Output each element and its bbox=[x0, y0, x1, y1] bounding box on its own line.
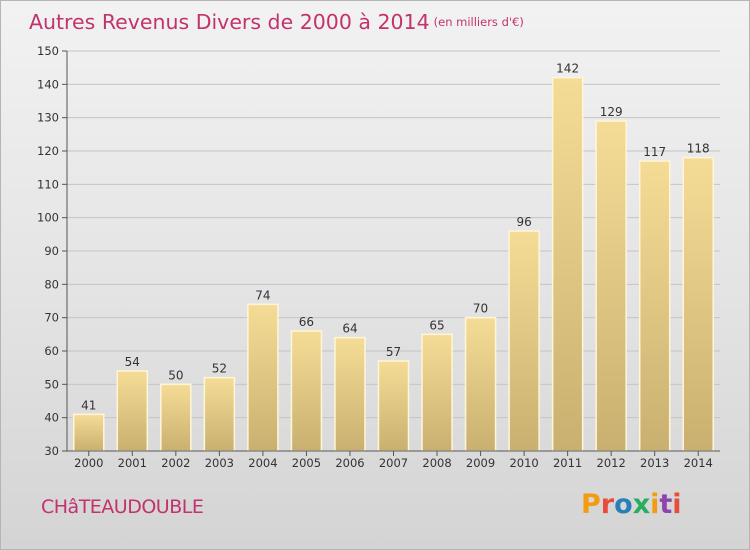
data-label-2009: 70 bbox=[473, 302, 488, 316]
logo-letter: P bbox=[581, 489, 601, 520]
y-tick-label: 110 bbox=[37, 177, 59, 191]
chart-title-text: Autres Revenus Divers de 2000 à 2014 bbox=[29, 10, 430, 34]
bar-2008 bbox=[421, 333, 453, 452]
commune-name: CHâTEAUDOUBLE bbox=[41, 496, 204, 518]
data-label-2013: 117 bbox=[643, 145, 666, 159]
data-label-2006: 64 bbox=[342, 322, 357, 336]
x-tick-label-2003: 2003 bbox=[205, 456, 234, 470]
bar-2013 bbox=[638, 160, 671, 452]
logo-letter: i bbox=[672, 489, 682, 520]
bar-2010 bbox=[508, 230, 540, 452]
x-tick-label-2012: 2012 bbox=[597, 456, 626, 470]
bar-2004 bbox=[247, 303, 279, 452]
x-tick-label-2010: 2010 bbox=[509, 456, 538, 470]
bar-2000 bbox=[73, 413, 105, 452]
data-label-2003: 52 bbox=[212, 362, 227, 376]
data-label-2014: 118 bbox=[687, 142, 710, 156]
bar-2002 bbox=[160, 383, 192, 452]
data-label-2008: 65 bbox=[429, 318, 444, 332]
proxiti-logo: Proxiti bbox=[581, 489, 682, 520]
x-tick-label-2000: 2000 bbox=[74, 456, 103, 470]
bar-2003 bbox=[203, 376, 236, 452]
data-label-2000: 41 bbox=[81, 398, 96, 412]
bar-2007 bbox=[377, 360, 410, 452]
data-label-2001: 54 bbox=[125, 355, 140, 369]
data-label-2005: 66 bbox=[299, 315, 314, 329]
y-tick-label: 140 bbox=[37, 77, 59, 91]
y-tick-label: 80 bbox=[44, 277, 59, 291]
bar-2005 bbox=[290, 330, 323, 452]
bar-2001 bbox=[116, 370, 149, 452]
bar-2009 bbox=[464, 316, 497, 452]
y-tick-label: 120 bbox=[37, 144, 59, 158]
bar-2014 bbox=[682, 156, 714, 452]
x-tick-label-2006: 2006 bbox=[335, 456, 364, 470]
x-tick-label-2004: 2004 bbox=[248, 456, 277, 470]
data-label-2002: 50 bbox=[168, 368, 183, 382]
axes-group: 30 40 50 60 70 80 90 100 110 120 130 140 150 2000 2001… bbox=[37, 44, 720, 470]
y-tick-label: 100 bbox=[37, 211, 59, 225]
logo-letter: o bbox=[614, 489, 633, 520]
x-tick-label-2001: 2001 bbox=[118, 456, 147, 470]
y-tick-label: 70 bbox=[44, 311, 59, 325]
y-tick-label: 50 bbox=[44, 377, 59, 391]
logo-letter: t bbox=[659, 489, 673, 520]
y-tick-label: 40 bbox=[44, 411, 59, 425]
data-label-2011: 142 bbox=[556, 62, 579, 76]
y-tick-label: 150 bbox=[37, 44, 59, 58]
x-tick-label-2008: 2008 bbox=[422, 456, 451, 470]
chart-unit-label: (en milliers d'€) bbox=[433, 15, 524, 29]
chart-title: Autres Revenus Divers de 2000 à 2014 (en … bbox=[29, 10, 524, 34]
data-label-2012: 129 bbox=[600, 105, 623, 119]
x-tick-label-2009: 2009 bbox=[466, 456, 495, 470]
logo-letter: x bbox=[632, 489, 651, 520]
logo-letter: i bbox=[650, 489, 660, 520]
x-tick-label-2014: 2014 bbox=[684, 456, 713, 470]
x-tick-label-2011: 2011 bbox=[553, 456, 582, 470]
y-tick-label: 90 bbox=[44, 244, 59, 258]
data-label-2010: 96 bbox=[516, 215, 531, 229]
bar-2012 bbox=[595, 120, 627, 452]
y-tick-label: 30 bbox=[44, 444, 59, 458]
x-tick-label-2013: 2013 bbox=[640, 456, 669, 470]
x-tick-label-2007: 2007 bbox=[379, 456, 408, 470]
bar-2006 bbox=[334, 336, 366, 452]
x-tick-label-2002: 2002 bbox=[161, 456, 190, 470]
bars-group: 41 54 50 52 74 66 64 57 65 70 96 142 129 117 118 bbox=[73, 62, 714, 452]
bar-2011 bbox=[551, 76, 584, 452]
y-tick-label: 60 bbox=[44, 344, 59, 358]
data-label-2004: 74 bbox=[255, 288, 270, 302]
data-label-2007: 57 bbox=[386, 345, 401, 359]
x-tick-label-2005: 2005 bbox=[292, 456, 321, 470]
logo-letter: r bbox=[600, 489, 615, 520]
y-tick-label: 130 bbox=[37, 111, 59, 125]
